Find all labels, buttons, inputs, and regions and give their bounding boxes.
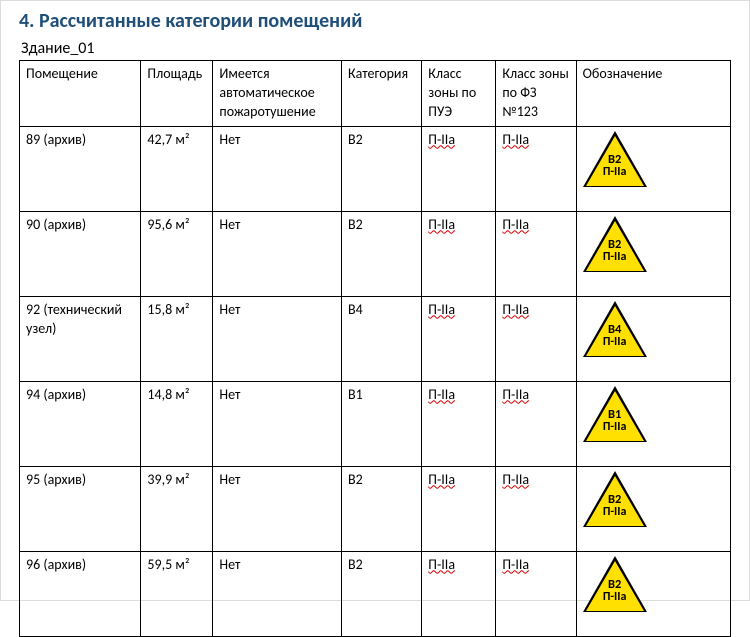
cell-sign: В2П-IIа (576, 466, 730, 551)
table-head: Помещение Площадь Имеется автоматическое… (20, 61, 731, 127)
sign-line2: П-IIа (583, 421, 647, 434)
sign-text: В2П-IIа (583, 238, 647, 264)
sign-line2: П-IIа (583, 336, 647, 349)
cell-area: 42,7 м² (141, 126, 213, 211)
sign-line2: П-IIа (583, 166, 647, 179)
hazard-triangle-icon: В2П-IIа (583, 556, 647, 612)
cell-sign: В2П-IIа (576, 126, 730, 211)
cell-auto: Нет (213, 381, 342, 466)
hazard-triangle-icon: В2П-IIа (583, 471, 647, 527)
cell-pue-zone: П-IIа (422, 211, 496, 296)
cell-room: 94 (архив) (20, 381, 141, 466)
cell-room: 90 (архив) (20, 211, 141, 296)
cell-area: 95,6 м² (141, 211, 213, 296)
hazard-triangle-icon: В1П-IIа (583, 386, 647, 442)
sign-text: В2П-IIа (583, 578, 647, 604)
col-auto: Имеется автоматическое пожаротушение (213, 61, 342, 127)
col-cat: Категория (342, 61, 422, 127)
cell-sign: В2П-IIа (576, 551, 730, 636)
sign-text: В4П-IIа (583, 323, 647, 349)
cell-fz-zone: П-IIа (496, 126, 576, 211)
cell-area: 15,8 м² (141, 296, 213, 381)
cell-category: В4 (342, 296, 422, 381)
cell-area: 39,9 м² (141, 466, 213, 551)
col-fz: Класс зоны по ФЗ №123 (496, 61, 576, 127)
table-row: 96 (архив)59,5 м²НетВ2П-IIаП-IIаВ2П-IIа (20, 551, 731, 636)
zone-text: П-IIа (502, 386, 529, 403)
col-sign: Обозначение (576, 61, 730, 127)
sign-line2: П-IIа (583, 591, 647, 604)
cell-sign: В4П-IIа (576, 296, 730, 381)
zone-text: П-IIа (428, 386, 455, 403)
col-area: Площадь (141, 61, 213, 127)
cell-category: В2 (342, 466, 422, 551)
zone-text: П-IIа (502, 556, 529, 573)
cell-auto: Нет (213, 296, 342, 381)
rooms-table: Помещение Площадь Имеется автоматическое… (19, 60, 731, 637)
cell-auto: Нет (213, 211, 342, 296)
cell-fz-zone: П-IIа (496, 551, 576, 636)
sign-text: В2П-IIа (583, 153, 647, 179)
cell-pue-zone: П-IIа (422, 551, 496, 636)
zone-text: П-IIа (428, 131, 455, 148)
cell-pue-zone: П-IIа (422, 381, 496, 466)
col-pue: Класс зоны по ПУЭ (422, 61, 496, 127)
cell-auto: Нет (213, 466, 342, 551)
cell-fz-zone: П-IIа (496, 466, 576, 551)
sign-line2: П-IIа (583, 506, 647, 519)
zone-text: П-IIа (428, 556, 455, 573)
hazard-triangle-icon: В2П-IIа (583, 216, 647, 272)
zone-text: П-IIа (502, 301, 529, 318)
table-row: 89 (архив)42,7 м²НетВ2П-IIаП-IIаВ2П-IIа (20, 126, 731, 211)
cell-fz-zone: П-IIа (496, 296, 576, 381)
cell-room: 92 (технический узел) (20, 296, 141, 381)
table-body: 89 (архив)42,7 м²НетВ2П-IIаП-IIаВ2П-IIа9… (20, 126, 731, 636)
table-row: 94 (архив)14,8 м²НетВ1П-IIаП-IIаВ1П-IIа (20, 381, 731, 466)
building-label: Здание_01 (21, 39, 731, 58)
cell-sign: В1П-IIа (576, 381, 730, 466)
cell-area: 59,5 м² (141, 551, 213, 636)
zone-text: П-IIа (502, 216, 529, 233)
sign-line2: П-IIа (583, 251, 647, 264)
cell-category: В2 (342, 126, 422, 211)
sign-text: В1П-IIа (583, 408, 647, 434)
document-page: 4. Рассчитанные категории помещений Здан… (0, 0, 750, 601)
table-row: 90 (архив)95,6 м²НетВ2П-IIаП-IIаВ2П-IIа (20, 211, 731, 296)
zone-text: П-IIа (428, 301, 455, 318)
cell-category: В2 (342, 211, 422, 296)
cell-pue-zone: П-IIа (422, 466, 496, 551)
cell-fz-zone: П-IIа (496, 211, 576, 296)
cell-category: В1 (342, 381, 422, 466)
hazard-triangle-icon: В2П-IIа (583, 131, 647, 187)
cell-area: 14,8 м² (141, 381, 213, 466)
cell-pue-zone: П-IIа (422, 296, 496, 381)
zone-text: П-IIа (428, 471, 455, 488)
hazard-triangle-icon: В4П-IIа (583, 301, 647, 357)
zone-text: П-IIа (502, 471, 529, 488)
zone-text: П-IIа (428, 216, 455, 233)
cell-auto: Нет (213, 126, 342, 211)
cell-pue-zone: П-IIа (422, 126, 496, 211)
cell-room: 96 (архив) (20, 551, 141, 636)
cell-room: 89 (архив) (20, 126, 141, 211)
cell-room: 95 (архив) (20, 466, 141, 551)
section-title: 4. Рассчитанные категории помещений (19, 9, 731, 33)
zone-text: П-IIа (502, 131, 529, 148)
cell-sign: В2П-IIа (576, 211, 730, 296)
sign-text: В2П-IIа (583, 493, 647, 519)
cell-category: В2 (342, 551, 422, 636)
cell-fz-zone: П-IIа (496, 381, 576, 466)
table-row: 92 (технический узел)15,8 м²НетВ4П-IIаП-… (20, 296, 731, 381)
col-room: Помещение (20, 61, 141, 127)
cell-auto: Нет (213, 551, 342, 636)
table-row: 95 (архив)39,9 м²НетВ2П-IIаП-IIаВ2П-IIа (20, 466, 731, 551)
